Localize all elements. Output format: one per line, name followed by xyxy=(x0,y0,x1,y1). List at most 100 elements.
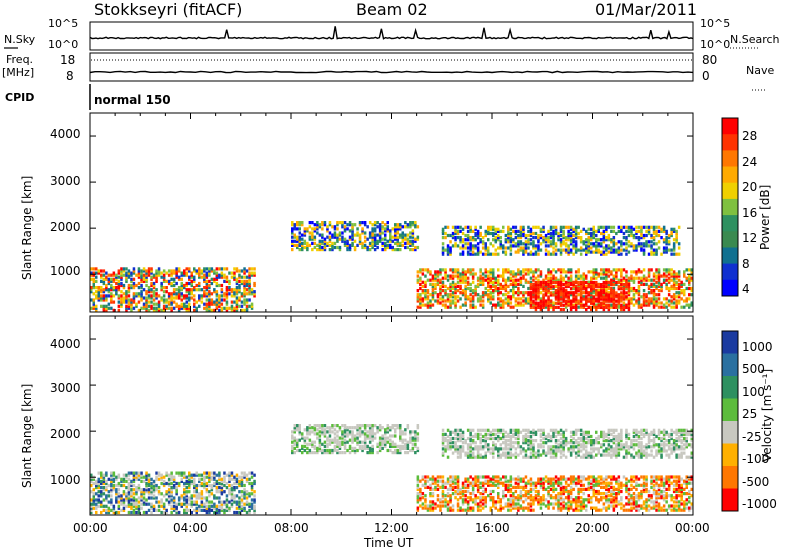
heatmap-cell xyxy=(585,248,588,252)
heatmap-cell xyxy=(567,244,570,248)
heatmap-cell xyxy=(117,483,121,488)
heatmap-cell xyxy=(424,485,427,489)
heatmap-cell xyxy=(507,487,510,491)
heatmap-cell xyxy=(170,308,173,312)
heatmap-cell xyxy=(321,221,324,225)
heatmap-cell xyxy=(172,271,176,275)
heatmap-cell xyxy=(517,496,520,500)
heatmap-cell xyxy=(188,475,191,479)
heatmap-cell xyxy=(484,502,487,506)
heatmap-cell xyxy=(509,244,513,248)
heatmap-cell xyxy=(401,233,404,237)
heatmap-cell xyxy=(620,293,623,297)
heatmap-cell xyxy=(527,280,530,284)
heatmap-cell xyxy=(368,428,372,432)
heatmap-cell xyxy=(107,281,111,286)
heatmap-cell xyxy=(110,477,113,481)
heatmap-cell xyxy=(549,252,553,256)
heatmap-cell xyxy=(293,430,296,434)
heatmap-cell xyxy=(180,477,183,481)
heatmap-cell xyxy=(152,292,156,296)
heatmap-cell xyxy=(645,244,648,248)
heatmap-cell xyxy=(208,508,211,512)
heatmap-cell xyxy=(444,272,447,276)
heatmap-cell xyxy=(527,291,530,295)
heatmap-cell xyxy=(157,269,161,273)
heatmap-cell xyxy=(464,274,467,278)
heatmap-cell xyxy=(223,475,226,479)
heatmap-cell xyxy=(351,448,354,453)
heatmap-cell xyxy=(554,291,558,295)
heatmap-cell xyxy=(303,436,307,440)
heatmap-cell xyxy=(394,231,397,235)
heatmap-cell xyxy=(597,299,600,303)
heatmap-cell xyxy=(572,305,575,309)
heatmap-cell xyxy=(534,483,538,487)
heatmap-cell xyxy=(549,240,553,244)
heatmap-cell xyxy=(504,250,508,254)
heatmap-cell xyxy=(421,496,425,500)
heatmap-cell xyxy=(253,473,256,477)
heatmap-cell xyxy=(612,295,616,299)
heatmap-cell xyxy=(426,268,430,272)
heatmap-cell xyxy=(130,506,133,510)
heatmap-cell xyxy=(175,267,178,271)
heatmap-cell xyxy=(358,440,362,444)
heatmap-cell xyxy=(449,301,452,305)
heatmap-cell xyxy=(316,448,319,453)
heatmap-cell xyxy=(406,245,410,250)
heatmap-cell xyxy=(625,252,628,256)
heatmap-cell xyxy=(368,426,372,430)
heatmap-cell xyxy=(341,434,344,438)
heatmap-cell xyxy=(484,252,487,256)
heatmap-cell xyxy=(175,294,178,298)
heatmap-cell xyxy=(492,225,495,229)
heatmap-cell xyxy=(444,270,447,274)
heatmap-cell xyxy=(238,475,241,479)
heatmap-cell xyxy=(238,481,241,486)
heatmap-cell xyxy=(519,246,523,250)
heatmap-cell xyxy=(549,231,553,236)
heatmap-cell xyxy=(371,434,374,438)
heatmap-cell xyxy=(454,227,457,231)
heatmap-cell xyxy=(356,243,359,247)
heatmap-cell xyxy=(220,479,224,483)
heatmap-cell xyxy=(301,241,304,245)
heatmap-cell xyxy=(625,270,628,274)
heatmap-cell xyxy=(459,489,462,494)
heatmap-cell xyxy=(120,300,123,304)
heatmap-cell xyxy=(293,451,296,455)
heatmap-cell xyxy=(378,229,382,233)
heatmap-cell xyxy=(592,231,595,236)
heatmap-cell xyxy=(150,486,153,490)
heatmap-cell xyxy=(152,308,156,312)
heatmap-cell xyxy=(170,492,173,496)
heatmap-cell xyxy=(213,502,216,506)
heatmap-cell xyxy=(426,479,430,483)
heatmap-cell xyxy=(308,438,312,442)
heatmap-cell xyxy=(97,481,100,486)
heatmap-cell xyxy=(338,245,342,250)
heatmap-cell xyxy=(132,271,136,275)
heatmap-cell xyxy=(142,275,146,279)
heatmap-cell xyxy=(230,504,234,508)
heatmap-cell xyxy=(185,494,188,498)
heatmap-cell xyxy=(474,252,477,256)
heatmap-cell xyxy=(441,494,445,498)
heatmap-cell xyxy=(208,290,211,294)
heatmap-cell xyxy=(90,298,93,302)
heatmap-cell xyxy=(167,269,171,273)
heatmap-cell xyxy=(657,246,661,250)
heatmap-cell xyxy=(665,274,668,278)
heatmap-cell xyxy=(308,237,312,241)
heatmap-cell xyxy=(469,282,472,286)
heatmap-cell xyxy=(220,488,224,492)
heatmap-cell xyxy=(597,272,600,276)
heatmap-cell xyxy=(605,276,608,280)
heatmap-cell xyxy=(509,489,513,494)
heatmap-cell xyxy=(502,250,505,254)
heatmap-cell xyxy=(120,269,123,273)
heatmap-cell xyxy=(579,291,583,295)
heatmap-cell xyxy=(504,479,508,483)
heatmap-cell xyxy=(105,298,108,302)
